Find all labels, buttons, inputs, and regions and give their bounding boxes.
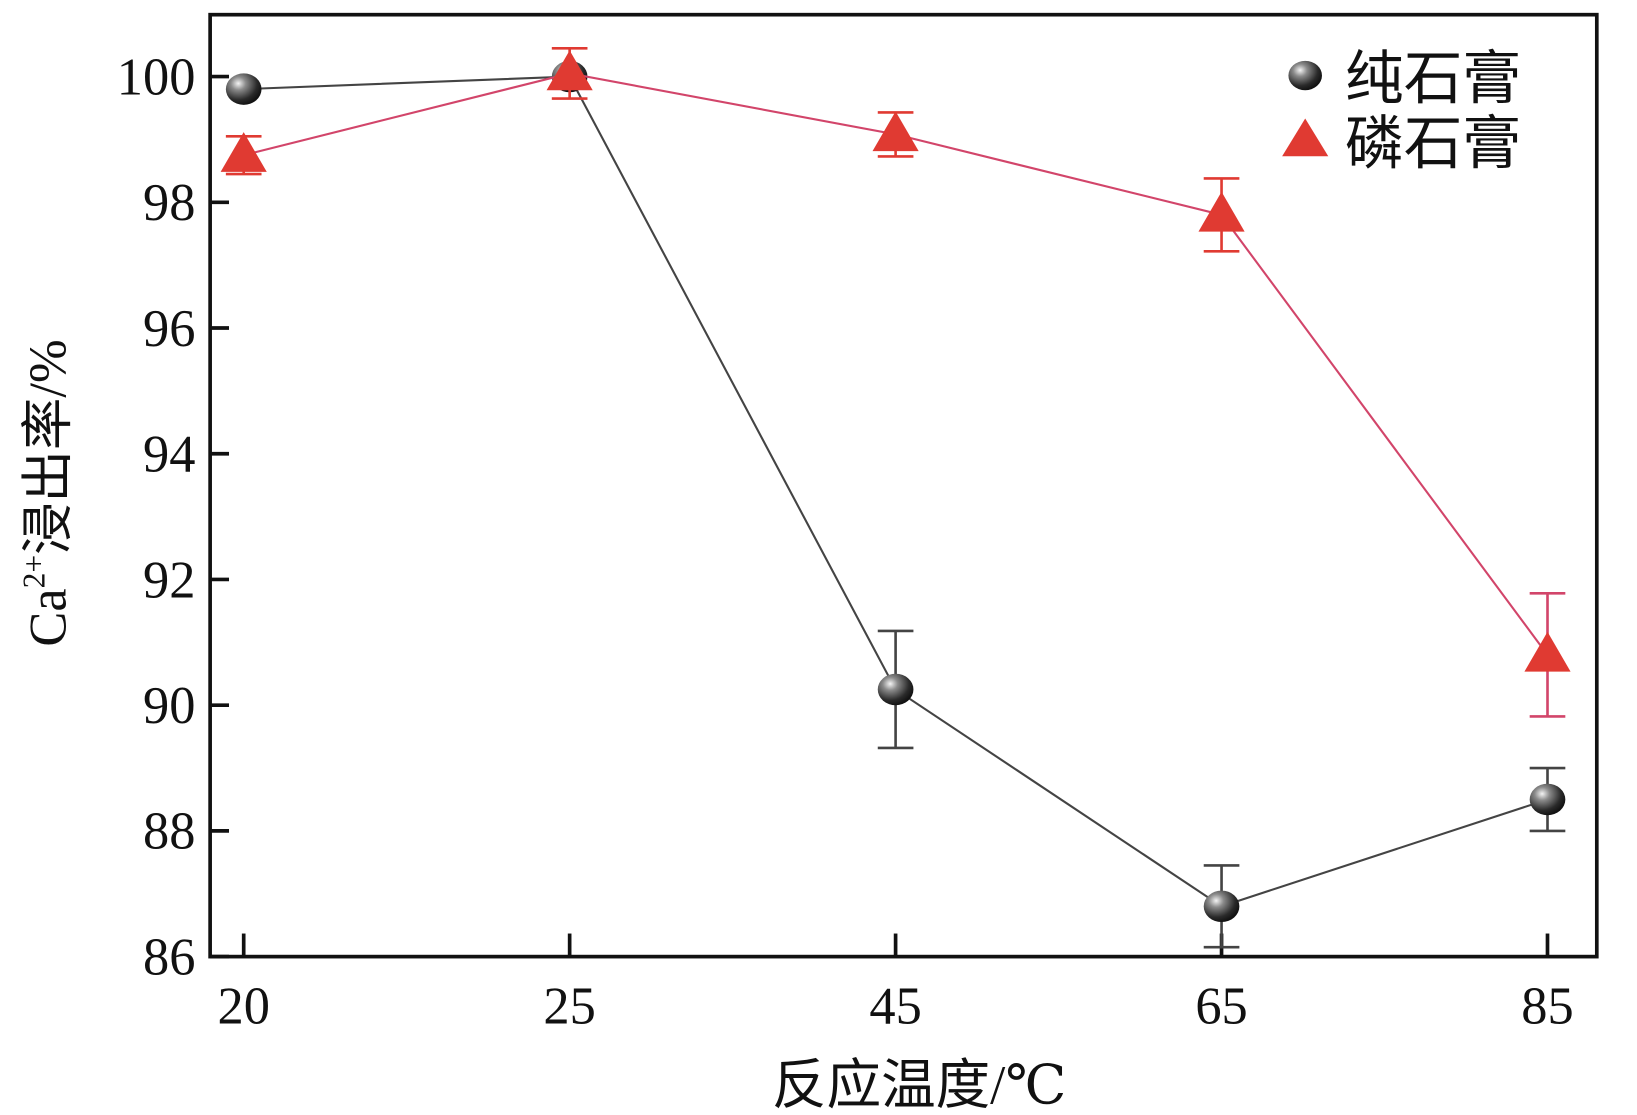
data-point-triangle bbox=[872, 111, 919, 152]
y-tick-label: 96 bbox=[143, 300, 195, 358]
y-tick-label: 98 bbox=[143, 174, 195, 232]
data-point-sphere bbox=[225, 73, 262, 105]
y-tick-label: 90 bbox=[143, 677, 195, 735]
x-tick-label: 65 bbox=[1195, 978, 1247, 1036]
data-point-sphere bbox=[1529, 783, 1566, 816]
legend-label-phosphogypsum: 磷石膏 bbox=[1345, 112, 1521, 177]
y-axis-label: Ca2+浸出率/% bbox=[16, 339, 77, 646]
data-point-triangle bbox=[1198, 191, 1245, 232]
y-label-ca: Ca bbox=[19, 588, 77, 646]
series-line-0 bbox=[243, 75, 1548, 908]
data-point-triangle bbox=[1524, 631, 1571, 672]
legend-label-pure-gypsum: 纯石膏 bbox=[1345, 47, 1521, 112]
y-label-sup: 2+ bbox=[16, 555, 51, 588]
x-tick-label: 45 bbox=[869, 978, 921, 1036]
y-tick-label: 92 bbox=[143, 551, 195, 609]
y-tick-label: 100 bbox=[117, 48, 196, 106]
legend: 纯石膏 磷石膏 bbox=[1282, 47, 1521, 177]
x-tick-label: 85 bbox=[1521, 978, 1573, 1036]
y-label-rest: 浸出率/% bbox=[19, 339, 77, 555]
y-tick-label: 86 bbox=[143, 928, 195, 986]
svg-text:Ca2+浸出率/%: Ca2+浸出率/% bbox=[16, 339, 77, 646]
data-point-triangle bbox=[220, 132, 267, 172]
x-axis-label: 反应温度/℃ bbox=[772, 1054, 1066, 1115]
x-tick-label: 20 bbox=[217, 978, 269, 1036]
plot-frame bbox=[208, 12, 1599, 959]
legend-marker-pure-gypsum bbox=[1288, 60, 1322, 91]
y-tick-label: 88 bbox=[143, 803, 195, 861]
data-point-triangle bbox=[546, 50, 593, 91]
x-tick-label: 25 bbox=[543, 978, 595, 1036]
data-point-sphere bbox=[877, 673, 914, 706]
data-point-sphere bbox=[1203, 890, 1240, 923]
y-tick-label: 94 bbox=[143, 426, 195, 484]
legend-marker-phosphogypsum bbox=[1282, 118, 1329, 157]
